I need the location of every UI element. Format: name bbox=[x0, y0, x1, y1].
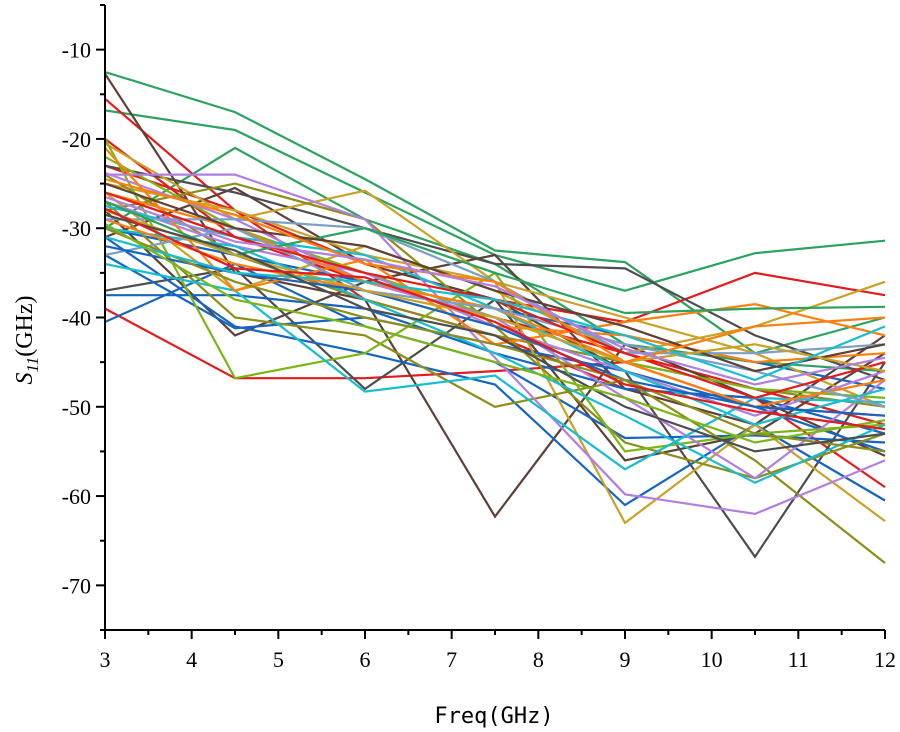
series-line-48 bbox=[104, 207, 886, 431]
x-tick-label: 3 bbox=[100, 647, 111, 672]
x-tick-label: 10 bbox=[701, 647, 723, 672]
y-axis-title: S11(GHz) bbox=[12, 295, 42, 384]
x-tick-label: 11 bbox=[788, 647, 809, 672]
series-layer bbox=[104, 70, 886, 564]
y-tick-label: -30 bbox=[62, 216, 91, 241]
series-line-39 bbox=[104, 182, 886, 373]
x-tick-label: 12 bbox=[874, 647, 896, 672]
x-tick-label: 4 bbox=[186, 647, 197, 672]
series-line-42 bbox=[104, 227, 886, 453]
series-line-44 bbox=[104, 178, 886, 364]
series-line-21 bbox=[104, 200, 886, 564]
series-line-45 bbox=[104, 195, 886, 386]
x-tick-label: 9 bbox=[620, 647, 631, 672]
x-tick-label: 7 bbox=[446, 647, 457, 672]
y-tick-label: -40 bbox=[62, 306, 91, 331]
y-tick-label: -60 bbox=[62, 484, 91, 509]
y-axis-title-main: S bbox=[12, 373, 38, 385]
y-tick-label: -20 bbox=[62, 127, 91, 152]
series-line-30 bbox=[104, 227, 886, 484]
series-line-47 bbox=[104, 222, 886, 444]
series-line-43 bbox=[104, 236, 886, 382]
series-line-41 bbox=[104, 209, 886, 373]
y-tick-label: -70 bbox=[62, 573, 91, 598]
series-line-26 bbox=[105, 173, 886, 516]
y-axis-title-subscript: 11 bbox=[23, 357, 42, 373]
series-line-46 bbox=[104, 213, 886, 453]
x-axis-title: Freq(GHz) bbox=[434, 704, 553, 729]
x-tick-label: 6 bbox=[360, 647, 371, 672]
ticks-layer: 3 4 5 6 7 8 9 10 11 12 -70 -60 -50 -40 -30 -20 -10 bbox=[62, 4, 896, 672]
y-tick-label: -50 bbox=[62, 395, 91, 420]
x-tick-label: 8 bbox=[533, 647, 544, 672]
y-axis-title-unit: (GHz) bbox=[12, 295, 38, 356]
series-line-12 bbox=[104, 164, 886, 382]
y-tick-label: -10 bbox=[62, 38, 91, 63]
x-tick-label: 5 bbox=[273, 647, 284, 672]
